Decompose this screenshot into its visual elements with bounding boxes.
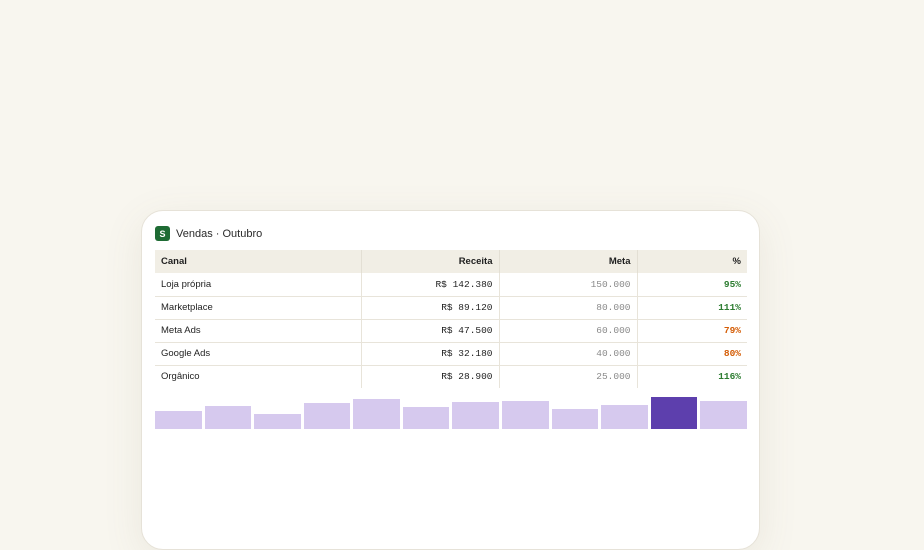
sparkline-bars — [155, 397, 747, 429]
cell-receita[interactable]: R$ 28.900 — [361, 364, 500, 388]
table-row[interactable]: Marketplace R$ 89.120 80.000 111% — [155, 295, 747, 319]
sparkline-bar[interactable] — [402, 407, 450, 429]
cell-canal[interactable]: Loja própria — [155, 273, 362, 296]
cell-canal[interactable]: Orgânico — [155, 364, 362, 388]
sparkline-bar[interactable] — [650, 397, 698, 429]
cell-receita[interactable]: R$ 32.180 — [361, 341, 500, 365]
table-header-row: Canal Receita Meta % — [155, 250, 747, 273]
cell-pct[interactable]: 111% — [637, 295, 747, 319]
cell-canal[interactable]: Marketplace — [155, 295, 362, 319]
sparkline-bar[interactable] — [452, 402, 500, 429]
sparkline-bar[interactable] — [502, 401, 549, 429]
sparkline-bar[interactable] — [303, 403, 351, 429]
cell-pct[interactable]: 79% — [637, 318, 747, 342]
cell-receita[interactable]: R$ 142.380 — [361, 273, 500, 296]
sales-table: Canal Receita Meta % Loja própria R$ 142… — [155, 250, 747, 388]
cell-canal[interactable]: Meta Ads — [155, 318, 362, 342]
sparkline-bar[interactable] — [254, 414, 301, 429]
sparkline-bar[interactable] — [700, 401, 747, 429]
column-header-receita[interactable]: Receita — [361, 250, 500, 273]
cell-meta[interactable]: 25.000 — [499, 364, 638, 388]
sparkline-bar[interactable] — [353, 399, 400, 429]
cell-pct[interactable]: 80% — [637, 341, 747, 365]
cell-meta[interactable]: 80.000 — [499, 295, 638, 319]
table-row[interactable]: Google Ads R$ 32.180 40.000 80% — [155, 341, 747, 365]
sparkline-bar[interactable] — [155, 411, 202, 429]
spreadsheet-icon: S — [155, 226, 170, 241]
cell-canal[interactable]: Google Ads — [155, 341, 362, 365]
cell-meta[interactable]: 60.000 — [499, 318, 638, 342]
table-row[interactable]: Loja própria R$ 142.380 150.000 95% — [155, 273, 747, 296]
sparkline-bar[interactable] — [551, 409, 599, 429]
table-row[interactable]: Meta Ads R$ 47.500 60.000 79% — [155, 318, 747, 342]
cell-meta[interactable]: 40.000 — [499, 341, 638, 365]
cell-receita[interactable]: R$ 89.120 — [361, 295, 500, 319]
column-header-meta[interactable]: Meta — [499, 250, 638, 273]
sparkline-bar[interactable] — [601, 405, 648, 429]
card-header: S Vendas · Outubro — [155, 226, 262, 241]
column-header-canal[interactable]: Canal — [155, 250, 362, 273]
sales-card: S Vendas · Outubro Canal Receita Meta % … — [141, 210, 760, 550]
sheet-title: Vendas · Outubro — [176, 227, 263, 240]
table-row[interactable]: Orgânico R$ 28.900 25.000 116% — [155, 364, 747, 388]
cell-pct[interactable]: 116% — [637, 364, 747, 388]
sparkline-bar[interactable] — [204, 406, 252, 429]
cell-pct[interactable]: 95% — [723, 278, 741, 290]
column-header-pct[interactable]: % — [637, 250, 747, 273]
cell-receita[interactable]: R$ 47.500 — [361, 318, 500, 342]
cell-meta[interactable]: 150.000 — [499, 273, 638, 296]
